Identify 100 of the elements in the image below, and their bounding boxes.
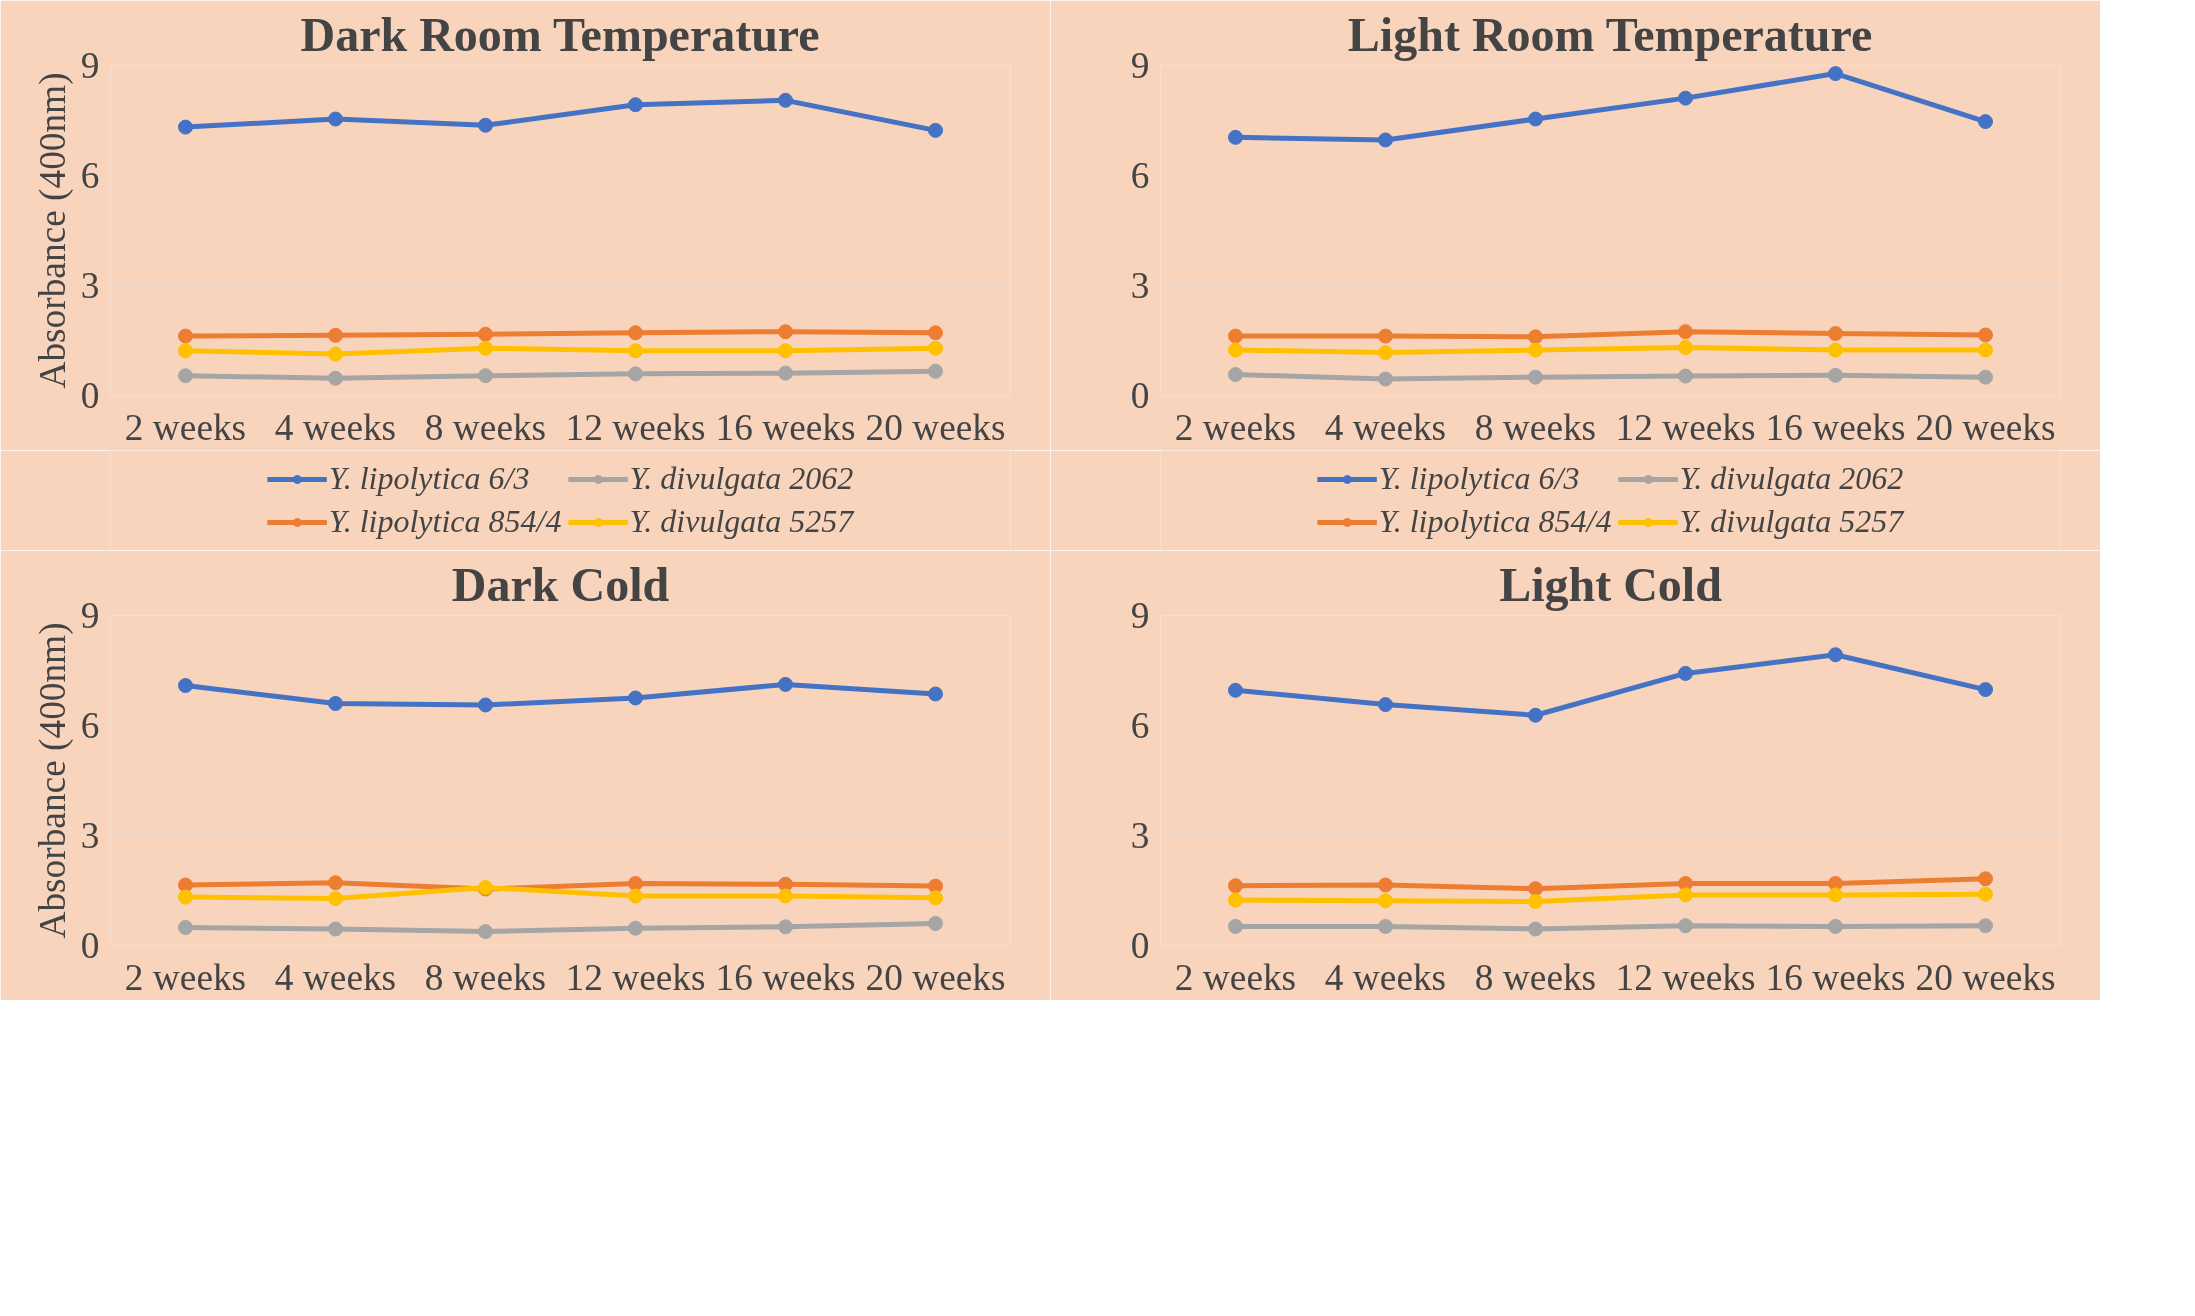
point: [1978, 342, 1993, 358]
legend-label: Y. divulgata 5257: [1679, 503, 1904, 540]
y-tick-label: 6: [1130, 705, 1150, 746]
x-tick-label: 16 weeks: [1765, 406, 1906, 448]
legend-label: Y. lipolytica 6/3: [1378, 460, 1580, 497]
point: [178, 889, 193, 905]
point: [1378, 345, 1393, 361]
point: [778, 365, 793, 381]
point: [628, 920, 643, 936]
x-tick-label: 12 weeks: [565, 956, 706, 998]
point: [1828, 66, 1843, 82]
y-tick-label: 9: [1130, 595, 1150, 636]
point: [1828, 367, 1843, 383]
point: [778, 92, 793, 108]
point: [1678, 368, 1693, 384]
point: [1978, 886, 1993, 902]
point: [1528, 707, 1543, 723]
point: [1378, 918, 1393, 934]
point: [1828, 647, 1843, 663]
point: [478, 326, 493, 342]
x-tick-label: 4 weeks: [274, 956, 397, 998]
x-tick-label: 12 weeks: [565, 406, 706, 448]
point: [628, 690, 643, 706]
point: [1228, 342, 1243, 358]
legend-label: Y. divulgata 5257: [629, 503, 854, 540]
point: [628, 888, 643, 904]
y-tick-label: 0: [80, 925, 100, 966]
point: [1378, 132, 1393, 148]
point: [1528, 894, 1543, 909]
point: [778, 876, 793, 892]
point: [478, 340, 493, 356]
point: [328, 696, 343, 711]
point: [478, 924, 493, 940]
point: [928, 340, 943, 356]
point: [778, 676, 793, 692]
point: [1978, 918, 1993, 934]
point: [1378, 328, 1393, 344]
point: [1678, 324, 1693, 340]
point: [328, 921, 343, 937]
point: [178, 328, 193, 344]
point: [778, 919, 793, 935]
point: [1528, 342, 1543, 358]
x-tick-label: 4 weeks: [1324, 956, 1447, 998]
point: [1678, 90, 1693, 106]
x-tick-label: 2 weeks: [124, 956, 247, 998]
point: [1978, 327, 1993, 343]
legend-label: Y. divulgata 2062: [1679, 460, 1904, 497]
point: [1978, 682, 1993, 698]
point: [1528, 881, 1543, 897]
y-tick-label: 0: [80, 375, 100, 416]
x-tick-label: 8 weeks: [424, 406, 547, 448]
point: [1228, 892, 1243, 908]
point: [778, 888, 793, 904]
point: [178, 368, 193, 384]
y-tick-label: 0: [1130, 925, 1150, 966]
point: [328, 111, 343, 127]
point: [928, 325, 943, 341]
point: [1228, 878, 1243, 894]
y-tick-label: 6: [80, 155, 100, 196]
point: [328, 327, 343, 343]
point: [1228, 367, 1243, 383]
point: [178, 343, 193, 359]
chart-title: Light Cold: [1499, 557, 1723, 611]
point: [328, 370, 343, 386]
y-tick-label: 9: [80, 45, 100, 86]
point: [1378, 893, 1393, 909]
legend-label: Y. lipolytica 854/4: [1378, 503, 1612, 540]
point: [928, 686, 943, 702]
point: [928, 122, 943, 138]
point: [1828, 342, 1843, 358]
x-tick-label: 8 weeks: [1474, 956, 1597, 998]
point: [1678, 887, 1693, 903]
point: [1378, 697, 1393, 713]
point: [328, 891, 343, 907]
y-tick-label: 3: [1130, 265, 1150, 306]
point: [478, 368, 493, 384]
x-tick-label: 8 weeks: [424, 956, 547, 998]
legend-label: Y. divulgata 2062: [629, 460, 854, 497]
x-tick-label: 4 weeks: [274, 406, 397, 448]
x-tick-label: 12 weeks: [1615, 956, 1756, 998]
point: [178, 119, 193, 135]
x-tick-label: 20 weeks: [865, 956, 1006, 998]
point: [178, 920, 193, 936]
point: [628, 97, 643, 113]
x-tick-label: 8 weeks: [1474, 406, 1597, 448]
point: [1978, 114, 1993, 130]
point: [628, 366, 643, 382]
point: [328, 875, 343, 891]
legend-label: Y. lipolytica 854/4: [328, 503, 562, 540]
y-tick-label: 9: [80, 595, 100, 636]
x-tick-label: 16 weeks: [1765, 956, 1906, 998]
y-tick-label: 3: [80, 815, 100, 856]
point: [778, 343, 793, 359]
y-tick-label: 3: [1130, 815, 1150, 856]
x-tick-label: 20 weeks: [1915, 956, 2056, 998]
y-tick-label: 6: [1130, 155, 1150, 196]
y-axis-title: Absorbance (400nm): [31, 622, 74, 939]
x-tick-label: 20 weeks: [865, 406, 1006, 448]
point: [1828, 887, 1843, 903]
x-tick-label: 16 weeks: [715, 956, 856, 998]
